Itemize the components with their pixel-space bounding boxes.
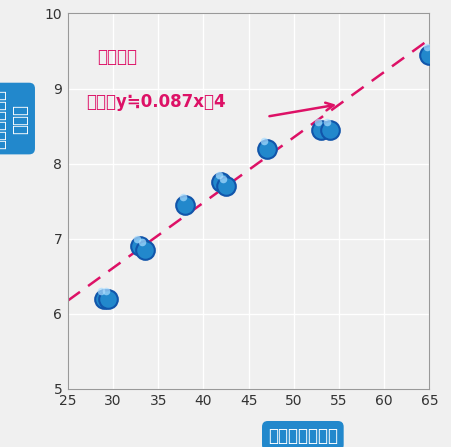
Point [422,44,429,51]
Point [262,145,270,152]
Text: 近似曲線: 近似曲線 [97,48,136,66]
Point [260,138,267,145]
Point [105,295,112,302]
Point [138,239,145,246]
Point [317,126,324,133]
Point [219,175,226,182]
Point [179,194,186,201]
Point [97,288,105,295]
Text: 主寸室の広さ
（畔）: 主寸室の広さ （畔） [0,89,29,148]
Point [215,171,222,178]
Point [217,179,225,186]
Point [133,235,141,242]
Text: 数式：y≒0.087x＋4: 数式：y≒0.087x＋4 [86,93,225,111]
Point [136,243,143,250]
Point [314,119,321,126]
Point [323,119,330,126]
Point [425,51,432,58]
Point [100,295,107,302]
Point [222,182,229,190]
Point [181,201,189,208]
Point [326,126,333,133]
Point [141,246,148,253]
Point [102,288,109,295]
Text: 延床面積（嵪）: 延床面積（嵪） [267,427,337,445]
